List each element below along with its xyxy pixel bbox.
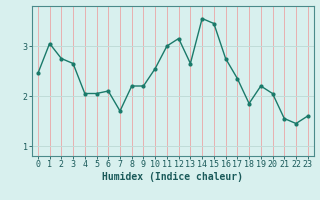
X-axis label: Humidex (Indice chaleur): Humidex (Indice chaleur) [102, 172, 243, 182]
